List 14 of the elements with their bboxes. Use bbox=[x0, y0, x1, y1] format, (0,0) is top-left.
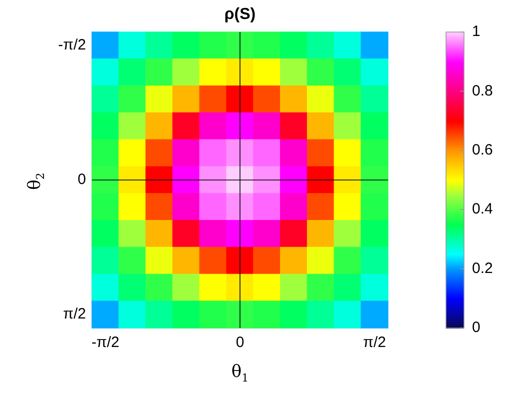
x-tick-label: -π/2 bbox=[92, 334, 120, 352]
y-tick-label: 0 bbox=[78, 171, 86, 188]
chart-title: ρ(S) bbox=[223, 6, 257, 24]
color-bar-label: 0 bbox=[472, 319, 480, 336]
x-tick-label: 0 bbox=[236, 334, 244, 352]
color-bar-label: 0.8 bbox=[472, 82, 493, 100]
color-bar-label: 0.2 bbox=[472, 260, 493, 277]
color-bar-label: 0.4 bbox=[472, 200, 493, 218]
color-bar-label: 0.6 bbox=[472, 142, 493, 159]
y-tick-label: -π/2 bbox=[58, 36, 86, 54]
x-axis-title: θ$_{1}$ bbox=[230, 362, 250, 384]
color-bar-label: 1 bbox=[472, 23, 480, 40]
y-tick-label: π/2 bbox=[63, 306, 86, 323]
x-tick-label: π/2 bbox=[363, 334, 386, 352]
